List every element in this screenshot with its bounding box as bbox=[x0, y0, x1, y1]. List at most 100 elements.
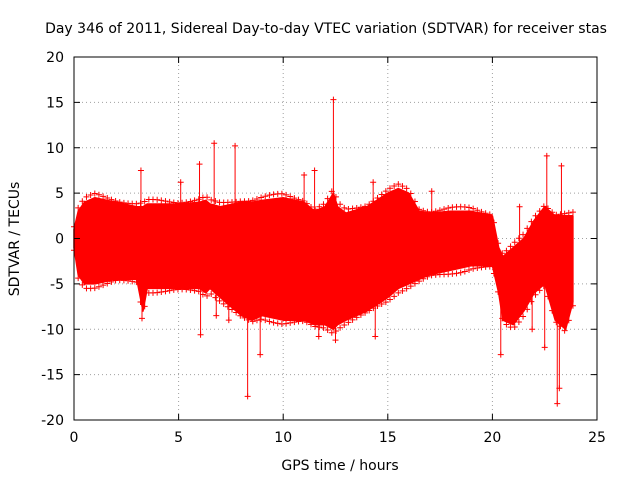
edge-point bbox=[337, 201, 344, 208]
edge-point bbox=[179, 199, 186, 206]
edge-point bbox=[561, 327, 568, 334]
edge-point bbox=[428, 272, 435, 279]
edge-point bbox=[245, 198, 252, 205]
edge-point bbox=[561, 210, 568, 217]
edge-point bbox=[569, 209, 576, 216]
spike-point bbox=[244, 393, 251, 400]
edge-point bbox=[565, 317, 572, 324]
edge-point bbox=[191, 287, 198, 294]
edge-point bbox=[187, 286, 194, 293]
edge-point bbox=[108, 196, 115, 203]
edge-point bbox=[499, 315, 506, 322]
edge-point bbox=[353, 204, 360, 211]
edge-point bbox=[233, 309, 240, 316]
edge-point bbox=[320, 324, 327, 331]
y-tick-label: 0 bbox=[55, 232, 64, 248]
edge-point bbox=[307, 321, 314, 328]
spike-point bbox=[541, 344, 548, 351]
edge-point bbox=[403, 285, 410, 292]
edge-point bbox=[75, 204, 82, 211]
x-tick-label: 0 bbox=[70, 430, 79, 446]
x-axis-label: GPS time / hours bbox=[281, 458, 398, 474]
edge-point bbox=[249, 197, 256, 204]
edge-point bbox=[154, 289, 161, 296]
edge-point bbox=[386, 296, 393, 303]
spike-point bbox=[529, 326, 536, 333]
edge-point bbox=[349, 316, 356, 323]
edge-point bbox=[258, 194, 265, 201]
spike-point bbox=[516, 203, 523, 210]
edge-point bbox=[307, 203, 314, 210]
gridlines bbox=[74, 57, 597, 420]
edge-point bbox=[287, 319, 294, 326]
edge-point bbox=[544, 205, 551, 212]
edge-point bbox=[565, 209, 572, 216]
edge-point bbox=[445, 205, 452, 212]
edge-point bbox=[403, 185, 410, 192]
spike-point bbox=[330, 96, 337, 103]
edge-point bbox=[461, 203, 468, 210]
edge-point bbox=[357, 311, 364, 318]
edge-point bbox=[208, 196, 215, 203]
edge-point bbox=[141, 198, 148, 205]
spike-point bbox=[311, 167, 318, 174]
y-tick-label: 20 bbox=[46, 50, 64, 66]
edge-point bbox=[204, 292, 211, 299]
edge-point bbox=[511, 239, 518, 246]
y-tick-label: -15 bbox=[41, 368, 64, 384]
edge-point bbox=[283, 191, 290, 198]
edge-point bbox=[245, 316, 252, 323]
edge-point bbox=[95, 283, 102, 290]
edge-point bbox=[341, 204, 348, 211]
edge-point bbox=[382, 299, 389, 306]
edge-point bbox=[515, 235, 522, 242]
x-tick-label: 5 bbox=[174, 430, 183, 446]
edge-point bbox=[187, 198, 194, 205]
edge-point bbox=[303, 319, 310, 326]
edge-point bbox=[204, 194, 211, 201]
edge-point bbox=[212, 197, 219, 204]
edge-point bbox=[253, 195, 260, 202]
edge-point bbox=[536, 287, 543, 294]
y-tick-label: -20 bbox=[41, 413, 64, 429]
edge-point bbox=[83, 193, 90, 200]
edge-point bbox=[528, 218, 535, 225]
edge-point bbox=[549, 307, 556, 314]
edge-point bbox=[208, 290, 215, 297]
edge-point bbox=[374, 194, 381, 201]
edge-point bbox=[474, 265, 481, 272]
y-tick-label: 15 bbox=[46, 95, 64, 111]
edge-point bbox=[407, 283, 414, 290]
edge-point bbox=[432, 208, 439, 215]
edge-point bbox=[503, 321, 510, 328]
edge-point bbox=[299, 318, 306, 325]
edge-point bbox=[312, 323, 319, 330]
edge-point bbox=[154, 196, 161, 203]
edge-point bbox=[79, 281, 86, 288]
edge-point bbox=[524, 306, 531, 313]
spike-point bbox=[554, 400, 561, 407]
edge-point bbox=[540, 283, 547, 290]
edge-point bbox=[470, 265, 477, 272]
edge-point bbox=[87, 191, 94, 198]
edge-point bbox=[79, 198, 86, 205]
edge-point bbox=[162, 288, 169, 295]
spike-point bbox=[372, 333, 379, 340]
edge-point bbox=[220, 300, 227, 307]
edge-point bbox=[258, 316, 265, 323]
edge-point bbox=[378, 301, 385, 308]
edge-point bbox=[411, 280, 418, 287]
edge-point bbox=[75, 275, 82, 282]
edge-point bbox=[141, 303, 148, 310]
edge-point bbox=[353, 314, 360, 321]
edge-point bbox=[482, 210, 489, 217]
edge-point bbox=[424, 273, 431, 280]
edge-point bbox=[386, 185, 393, 192]
edge-point bbox=[507, 243, 514, 250]
edge-point bbox=[549, 209, 556, 216]
edge-point bbox=[241, 314, 248, 321]
spike-point bbox=[428, 188, 435, 195]
edge-point bbox=[158, 197, 165, 204]
edge-point bbox=[233, 198, 240, 205]
